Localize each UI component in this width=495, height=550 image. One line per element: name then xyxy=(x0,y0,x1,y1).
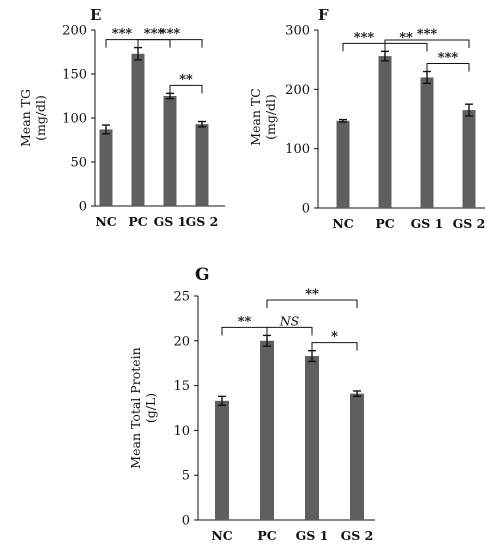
panel-label: G xyxy=(195,265,210,285)
significance-label: *** xyxy=(160,27,181,42)
bar-gs-2 xyxy=(350,393,364,520)
significance-label: *** xyxy=(144,27,165,42)
x-tick-label: GS 1 xyxy=(411,216,444,231)
y-tick-label: 20 xyxy=(173,334,190,349)
y-tick-label: 150 xyxy=(62,68,87,83)
bar-gs-2 xyxy=(462,110,476,208)
bar-pc xyxy=(260,340,274,520)
x-tick-label: PC xyxy=(375,216,394,231)
significance-bracket xyxy=(426,63,470,72)
bar-gs-1 xyxy=(163,96,177,206)
x-tick-label: NC xyxy=(95,214,116,229)
significance-label: *** xyxy=(112,27,133,42)
panel-label: F xyxy=(318,6,329,24)
significance-bracket xyxy=(169,84,203,94)
y-axis-label: Mean TC(mg/dl) xyxy=(248,88,278,146)
y-tick-label: 0 xyxy=(302,202,310,217)
y-tick-label: 0 xyxy=(182,514,190,529)
y-tick-label: 25 xyxy=(173,290,190,305)
x-tick-label: GS 2 xyxy=(186,214,219,229)
x-tick-label: GS 2 xyxy=(341,528,374,543)
y-tick-label: 10 xyxy=(173,424,190,439)
significance-label: *** xyxy=(438,51,459,66)
bar-nc xyxy=(336,120,350,208)
chart-panel-e: E Mean TG(mg/dl) 0 50 100 150 200 NC PC GS 1 GS 2 *… xyxy=(18,6,225,229)
significance-label: NS xyxy=(279,313,300,328)
bar-gs-1 xyxy=(420,77,434,208)
significance-bracket xyxy=(384,42,428,52)
y-tick-label: 200 xyxy=(285,83,310,98)
y-tick-label: 300 xyxy=(285,24,310,39)
chart-panel-g: G Mean Total Protein(g/L) 0 5 10 15 20 25 NC PC GS… xyxy=(128,265,375,543)
y-axis-label: Mean Total Protein(g/L) xyxy=(128,347,158,468)
significance-bracket xyxy=(266,299,358,308)
significance-bracket xyxy=(266,326,313,336)
x-tick-label: GS 1 xyxy=(154,214,187,229)
y-tick-label: 100 xyxy=(285,142,310,157)
significance-label: ** xyxy=(399,30,413,45)
y-tick-label: 100 xyxy=(62,112,87,127)
x-tick-label: GS 1 xyxy=(296,528,329,543)
bar-gs-2 xyxy=(195,124,209,206)
bar-pc xyxy=(378,56,392,209)
significance-label: * xyxy=(331,330,338,345)
bar-pc xyxy=(131,53,145,207)
bar-gs-1 xyxy=(305,356,319,520)
significance-label: ** xyxy=(179,72,193,87)
y-axis-label: Mean TG(mg/dl) xyxy=(18,89,48,147)
y-tick-label: 5 xyxy=(182,469,190,484)
significance-label: *** xyxy=(417,27,438,42)
bar-nc xyxy=(99,129,113,206)
significance-label: ** xyxy=(238,314,252,329)
y-tick-label: 15 xyxy=(173,379,190,394)
significance-bracket xyxy=(137,39,171,48)
significance-label: *** xyxy=(354,30,375,45)
x-tick-label: NC xyxy=(211,528,232,543)
panel-label: E xyxy=(90,6,101,24)
y-tick-label: 0 xyxy=(79,200,87,215)
y-tick-label: 50 xyxy=(70,156,87,171)
y-tick-label: 200 xyxy=(62,24,87,39)
x-tick-label: PC xyxy=(257,528,276,543)
significance-label: ** xyxy=(305,287,319,302)
x-tick-label: NC xyxy=(332,216,353,231)
bar-nc xyxy=(215,400,229,520)
x-tick-label: GS 2 xyxy=(453,216,486,231)
x-tick-label: PC xyxy=(128,214,147,229)
significance-bracket xyxy=(311,342,358,351)
